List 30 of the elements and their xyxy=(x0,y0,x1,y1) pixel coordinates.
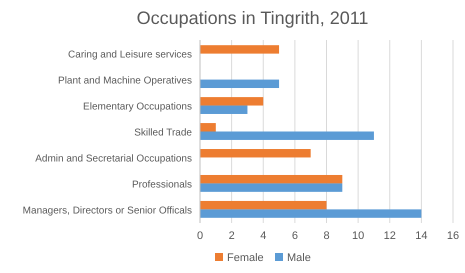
y-tick-label: Skilled Trade xyxy=(134,128,192,138)
x-tick-label: 6 xyxy=(292,230,298,242)
bar xyxy=(200,132,374,140)
y-tick-label: Plant and Machine Operatives xyxy=(58,76,192,87)
legend-label: Female xyxy=(227,252,264,264)
x-tick-label: 2 xyxy=(228,230,235,242)
bar xyxy=(200,106,248,114)
x-tick-label: 12 xyxy=(384,230,396,242)
y-tick-label: Caring and Leisure services xyxy=(68,50,192,61)
x-tick-label: 8 xyxy=(323,230,330,242)
y-tick-label: Admin and Secretarial Occupations xyxy=(35,153,192,164)
bar xyxy=(200,45,280,54)
x-tick-label: 0 xyxy=(196,230,204,242)
bar xyxy=(200,123,216,132)
x-tick-label: 14 xyxy=(415,230,428,242)
bar xyxy=(200,149,311,158)
x-tick-label: 10 xyxy=(352,230,364,242)
y-tick-label: Professionals xyxy=(132,179,192,190)
y-tick-label: Managers, Directors or Senior Officals xyxy=(22,205,192,216)
x-tick-label: 4 xyxy=(260,230,266,242)
bar xyxy=(200,183,342,192)
bar xyxy=(200,209,422,218)
bar xyxy=(200,97,264,106)
bar xyxy=(200,174,342,184)
legend-label: Male xyxy=(287,252,311,264)
y-tick-label: Elementary Occupations xyxy=(83,102,192,113)
bar xyxy=(200,80,280,88)
x-tick-label: 16 xyxy=(446,230,460,242)
chart-title: Occupations in Tingrith, 2011 xyxy=(136,8,368,28)
bar xyxy=(200,200,326,210)
